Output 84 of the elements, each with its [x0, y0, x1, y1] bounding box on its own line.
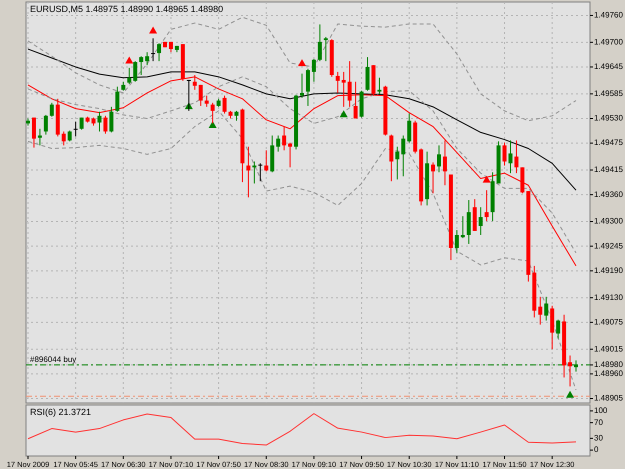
candlestick	[210, 102, 215, 124]
candlestick	[276, 135, 280, 152]
candlestick	[484, 190, 489, 222]
candlestick	[151, 38, 156, 62]
candlestick	[288, 142, 292, 168]
candlestick	[300, 73, 304, 98]
candlestick	[109, 106, 114, 133]
y-tick-label: 70	[594, 418, 604, 427]
candlestick	[502, 142, 507, 166]
candlestick	[234, 110, 238, 122]
candlestick	[204, 95, 209, 108]
point	[340, 110, 348, 118]
y-tick-label: 1.49360	[594, 190, 624, 199]
point	[298, 59, 306, 66]
y-tick-label: 1.49130	[594, 292, 624, 302]
candlestick	[50, 102, 54, 118]
y-tick-label: 1.48980	[594, 360, 624, 370]
candlestick	[282, 126, 286, 151]
line-series	[28, 48, 576, 191]
candlestick	[318, 24, 322, 62]
candlestick	[38, 128, 42, 146]
candlestick	[157, 42, 162, 62]
candlestick	[508, 140, 512, 174]
y-tick-label: 1.49415	[594, 165, 624, 174]
candlestick	[80, 117, 84, 130]
candlestick	[264, 150, 268, 172]
y-tick-label: 1.49015	[594, 344, 624, 354]
candlestick	[312, 58, 316, 82]
candlestick	[395, 146, 400, 180]
candlestick	[258, 162, 262, 182]
candlestick	[556, 319, 560, 339]
y-tick-label: 100	[594, 406, 608, 415]
candlestick	[568, 355, 572, 387]
candlestick	[478, 206, 483, 236]
y-tick-label: 0	[594, 445, 599, 454]
y-tick-label: 1.48960	[594, 368, 624, 378]
candlestick	[538, 296, 542, 326]
candlestick	[252, 161, 256, 184]
candlestick	[336, 71, 340, 94]
candlestick	[222, 95, 227, 114]
candlestick	[354, 81, 358, 119]
candlestick	[139, 56, 144, 76]
candlestick	[366, 56, 370, 92]
candlestick	[514, 140, 518, 174]
y-tick-label: 1.48905	[594, 394, 624, 403]
candlestick	[74, 121, 78, 137]
candlestick	[466, 200, 471, 244]
candlestick	[442, 140, 447, 186]
y-tick-label: 1.49645	[594, 62, 624, 72]
candlestick	[454, 230, 459, 254]
y-tick-label: 1.49700	[594, 37, 624, 46]
candlestick	[145, 52, 150, 66]
line-series	[28, 16, 576, 122]
candlestick	[115, 86, 120, 112]
candlestick	[544, 296, 548, 322]
y-tick-label: 1.49245	[594, 241, 624, 250]
candlestick	[186, 79, 191, 112]
y-tick-label: 1.49760	[594, 10, 624, 20]
point	[482, 176, 491, 183]
point	[566, 390, 574, 398]
candlestick	[68, 130, 72, 142]
ref-line-label: #896044 buy	[30, 354, 76, 364]
candlestick	[32, 117, 36, 148]
candlestick	[437, 144, 441, 173]
y-tick-label: 30	[594, 433, 604, 442]
candlestick	[246, 146, 250, 198]
y-tick-label: 1.49075	[594, 317, 624, 326]
point	[208, 121, 217, 128]
point	[149, 26, 158, 34]
point	[125, 56, 134, 64]
candlestick	[472, 198, 477, 232]
y-tick-label: 1.49300	[594, 216, 624, 226]
y-tick-label: 1.49475	[594, 138, 624, 148]
y-tick-label: 1.49530	[594, 114, 624, 123]
candlestick	[103, 115, 108, 134]
candlestick	[431, 162, 436, 194]
y-tick-label: 1.49190	[594, 266, 624, 275]
chart-title: EURUSD,M5 1.48975 1.48990 1.48965 1.48980	[30, 4, 224, 14]
y-tick-label: 1.49585	[594, 88, 624, 98]
line-series	[28, 110, 576, 391]
candlestick	[306, 68, 310, 106]
candlestick	[97, 111, 102, 132]
candlestick	[44, 114, 48, 136]
chart-title: RSI(6) 21.3721	[30, 407, 92, 417]
